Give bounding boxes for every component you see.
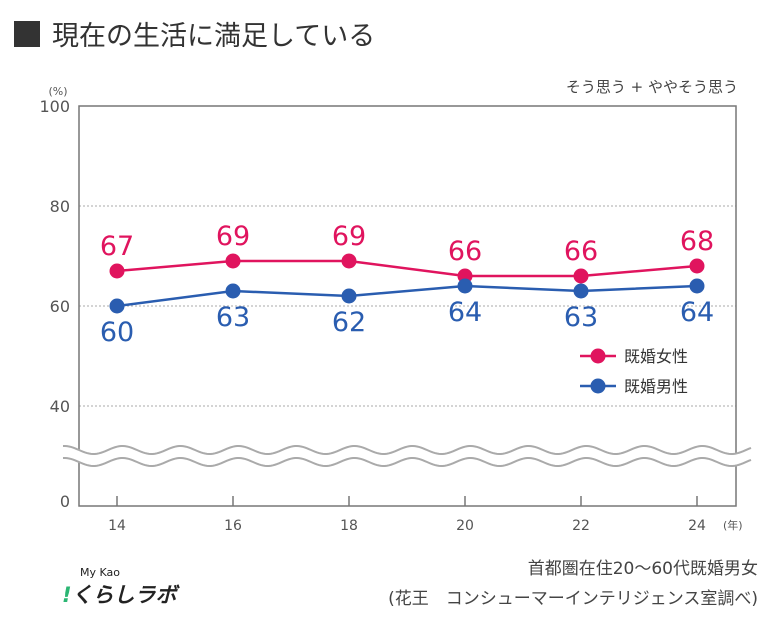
data-label: 64 [448, 297, 482, 328]
data-point [573, 268, 589, 284]
logo: My Kao !くらしラボ [62, 566, 177, 609]
legend-label: 既婚男性 [624, 377, 688, 396]
x-tick-label: 22 [572, 518, 590, 534]
series-line-0 [116, 259, 698, 278]
y-tick-label: 80 [50, 197, 70, 216]
data-label: 60 [100, 317, 134, 348]
data-point [689, 258, 705, 274]
axis-break-fill [63, 446, 751, 466]
title-square-icon [14, 20, 40, 47]
axis-break-line [62, 457, 752, 467]
y-tick-label: 60 [50, 297, 70, 316]
data-point [225, 253, 241, 269]
data-label: 66 [448, 236, 482, 267]
logo-top: My Kao [80, 566, 120, 579]
y-axis-unit: (%) [48, 85, 67, 98]
x-tick-label: 20 [456, 518, 474, 534]
data-point [341, 288, 357, 304]
series-line-1 [116, 284, 698, 308]
legend-marker [590, 378, 606, 394]
logo-exclaim: ! [62, 583, 72, 607]
data-point [457, 278, 473, 294]
data-label: 64 [680, 297, 714, 328]
x-axis-unit: (年) [723, 518, 743, 532]
data-point [225, 283, 241, 299]
data-label: 67 [100, 231, 134, 262]
y-tick-label: 0 [60, 492, 70, 511]
data-label: 63 [564, 302, 598, 333]
legend-label: 既婚女性 [624, 347, 688, 366]
x-tick-label: 24 [688, 518, 706, 534]
data-label: 69 [216, 221, 250, 252]
source-line-2: (花王 コンシューマーインテリジェンス室調べ) [388, 589, 758, 609]
x-tick-label: 16 [224, 518, 242, 534]
data-label: 68 [680, 226, 714, 257]
data-label: 66 [564, 236, 598, 267]
logo-main: くらしラボ [71, 583, 177, 607]
source-line-1: 首都圏在住20～60代既婚男女 [527, 559, 758, 579]
data-point [109, 298, 125, 314]
chart-subtitle: そう思う + ややそう思う [566, 78, 738, 96]
data-point [573, 283, 589, 299]
x-tick-label: 18 [340, 518, 358, 534]
legend-marker [590, 348, 606, 364]
y-tick-label: 100 [39, 97, 70, 116]
axis-break-line [62, 445, 752, 455]
x-tick-label: 14 [108, 518, 126, 534]
y-tick-label: 40 [50, 397, 70, 416]
chart-title: 現在の生活に満足している [14, 14, 375, 53]
title-text: 現在の生活に満足している [52, 21, 376, 52]
data-label: 69 [332, 221, 366, 252]
data-label: 63 [216, 302, 250, 333]
data-point [341, 253, 357, 269]
data-point [689, 278, 705, 294]
plot-frame [78, 105, 737, 507]
data-label: 62 [332, 307, 366, 338]
data-point [109, 263, 125, 279]
